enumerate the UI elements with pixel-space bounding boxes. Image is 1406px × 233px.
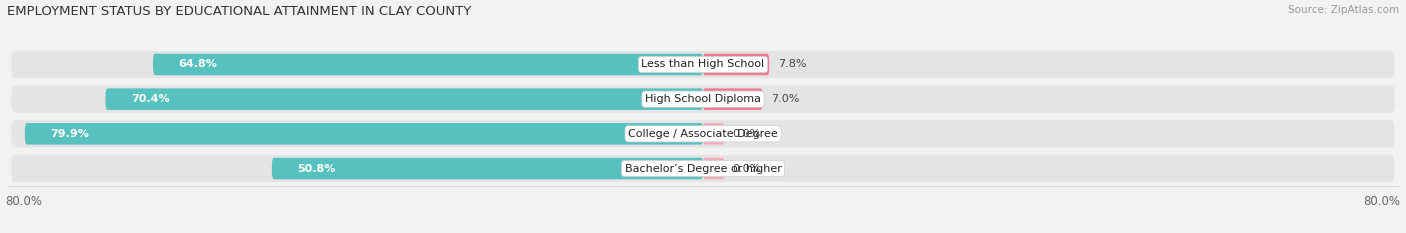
- Text: EMPLOYMENT STATUS BY EDUCATIONAL ATTAINMENT IN CLAY COUNTY: EMPLOYMENT STATUS BY EDUCATIONAL ATTAINM…: [7, 5, 471, 18]
- FancyBboxPatch shape: [25, 123, 703, 145]
- FancyBboxPatch shape: [11, 155, 1395, 182]
- FancyBboxPatch shape: [153, 54, 703, 75]
- FancyBboxPatch shape: [11, 86, 1395, 113]
- Text: 79.9%: 79.9%: [51, 129, 89, 139]
- Text: 70.4%: 70.4%: [131, 94, 170, 104]
- FancyBboxPatch shape: [703, 158, 724, 179]
- Text: Source: ZipAtlas.com: Source: ZipAtlas.com: [1288, 5, 1399, 15]
- Text: 7.0%: 7.0%: [770, 94, 799, 104]
- Text: 0.0%: 0.0%: [733, 164, 761, 174]
- Text: 0.0%: 0.0%: [733, 129, 761, 139]
- Text: 7.8%: 7.8%: [778, 59, 806, 69]
- Text: Less than High School: Less than High School: [641, 59, 765, 69]
- Text: 50.8%: 50.8%: [297, 164, 336, 174]
- FancyBboxPatch shape: [703, 88, 762, 110]
- Text: 64.8%: 64.8%: [179, 59, 218, 69]
- FancyBboxPatch shape: [11, 51, 1395, 78]
- FancyBboxPatch shape: [703, 123, 724, 145]
- Text: High School Diploma: High School Diploma: [645, 94, 761, 104]
- FancyBboxPatch shape: [11, 120, 1395, 147]
- FancyBboxPatch shape: [271, 158, 703, 179]
- Text: Bachelor’s Degree or higher: Bachelor’s Degree or higher: [624, 164, 782, 174]
- FancyBboxPatch shape: [105, 88, 703, 110]
- FancyBboxPatch shape: [703, 54, 769, 75]
- Text: College / Associate Degree: College / Associate Degree: [628, 129, 778, 139]
